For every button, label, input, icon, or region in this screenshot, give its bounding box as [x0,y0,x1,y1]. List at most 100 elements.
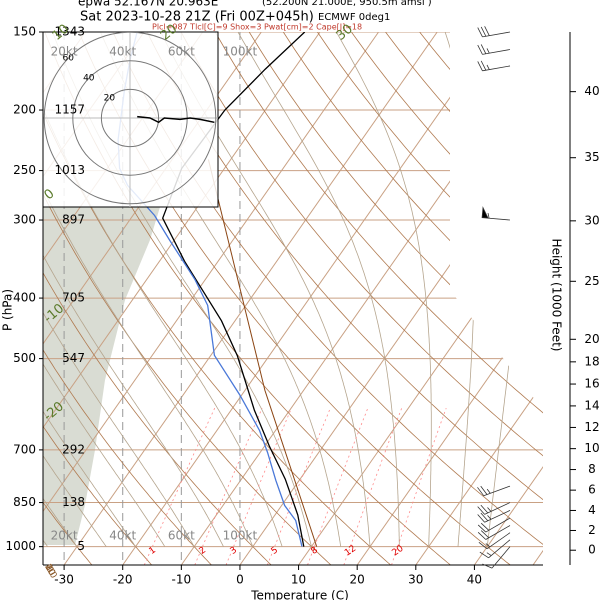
dry-adiabat [180,32,543,565]
y-tick-label: 700 [13,442,36,456]
title: epwa 52.167N 20.963E [78,0,218,9]
indices: Plcl=987 Tlcl[C]=9 Shox=3 Pwat[cm]=2 Cap… [152,23,362,32]
wind-scale-label: 100kt [223,45,258,59]
y-tick-label: 500 [13,351,36,365]
level-height: 5 [77,539,85,553]
moist-adiabat [43,32,254,547]
y2-tick-label: 6 [588,483,596,497]
mixing-ratio-line [343,407,403,565]
y2-tick-label: 40 [584,84,599,98]
wind-scale-label: 100kt [223,529,258,543]
moist-adiabat [43,32,224,547]
dry-adiabat [43,32,272,565]
wind-barb [477,26,511,38]
y2-tick-label: 20 [584,332,599,346]
moist-adiabat [52,32,312,547]
y-axis-title: P (hPa) [1,289,15,331]
wind-barb [478,532,511,550]
mixing-ratio-label: 8 [309,545,320,557]
wind-scale-label: 40kt [109,529,136,543]
wind-barb [479,539,511,559]
subtitle: Sat 2023-10-28 21Z (Fri 00Z+045h) [80,10,314,25]
moist-adiabat [237,32,400,547]
y2-tick-label: 25 [584,274,599,288]
mixing-ratio-label: 12 [343,544,358,559]
hodograph-ring [100,88,160,148]
x-tick-label: -20 [113,573,133,587]
y2-tick-label: 8 [588,462,596,476]
dry-adiabat [453,32,543,565]
x-tick-label: -30 [54,573,74,587]
wind-scale-label: 60kt [168,529,195,543]
y2-tick-label: 10 [584,441,599,455]
wind-barb [477,525,511,540]
mixing-ratio-label: 5 [270,545,280,556]
dry-adiabat [43,32,93,565]
y-tick-label: 1000 [5,539,36,553]
x-tick-label: 10 [291,573,306,587]
y2-tick-label: 12 [584,420,599,434]
dry-adiabat [248,32,543,565]
y-tick-label: 850 [13,495,36,509]
mixing-ratio-label: 20 [390,544,405,559]
x-tick-label: 30 [408,573,423,587]
isotherm [63,32,438,565]
wind-barb [477,510,511,523]
level-height: 1343 [54,25,85,39]
dry-adiabat [112,32,543,565]
isotherm [356,32,543,565]
level-height: 897 [62,213,85,227]
y2-tick-label: 30 [584,213,599,227]
moist-adiabat [336,32,432,547]
level-height: 292 [62,442,85,456]
profile-line [207,159,318,547]
isotherm [43,32,379,565]
level-height: 1157 [54,103,85,117]
y2-axis-title: Height (1000 Feet) [550,239,564,352]
mixing-ratio-label: 3 [229,545,239,556]
mixing-ratio-label: 1 [147,545,157,556]
hodograph-body: 20 40 60 [43,32,218,207]
wind-barb [477,44,511,55]
y2-tick-label: 14 [584,398,599,412]
location-note: (52.200N 21.000E, 950.5m amsl ) [262,0,432,8]
isotherm [239,32,543,565]
wind-barb [477,502,511,515]
moist-adiabat [100,32,342,547]
mixing-ratio-line [143,407,216,565]
y-tick-label: 200 [13,103,36,117]
mixing-ratio-line [307,407,369,565]
moist-adiabat [160,32,371,547]
dry-adiabat [43,32,392,565]
dry-adiabat [44,32,451,565]
moist-adiabat [43,32,166,547]
level-height: 1013 [54,163,85,177]
y2-tick-label: 4 [588,503,596,517]
moist-adiabat [43,32,195,547]
mixing-ratio-label: 2 [198,545,208,556]
y2-tick-label: 35 [584,150,599,164]
hodograph-ring [43,32,217,205]
wind-barb [481,206,511,221]
moist-adiabat [43,32,283,547]
level-height: 705 [62,291,85,305]
dry-adiabat [43,32,212,565]
wind-scale-label: 60kt [168,45,195,59]
y-tick-label: 300 [13,213,36,227]
y2-tick-label: 0 [588,543,596,557]
dry-adiabat [43,32,152,565]
isotherm [415,32,543,565]
wind-scale-label: 40kt [109,45,136,59]
dry-adiabat [146,32,543,565]
moisture-shading [43,207,160,545]
wind-scale-label: 20kt [51,45,78,59]
x-axis-title: Temperature (C) [250,589,349,600]
moist-adiabat [43,32,78,547]
x-tick-label: -10 [172,573,192,587]
dry-adiabat [43,32,332,565]
y2-tick-label: 2 [588,523,596,537]
wind-barb [482,546,511,569]
level-height: 138 [62,495,85,509]
mixing-ratio-line [267,407,331,565]
